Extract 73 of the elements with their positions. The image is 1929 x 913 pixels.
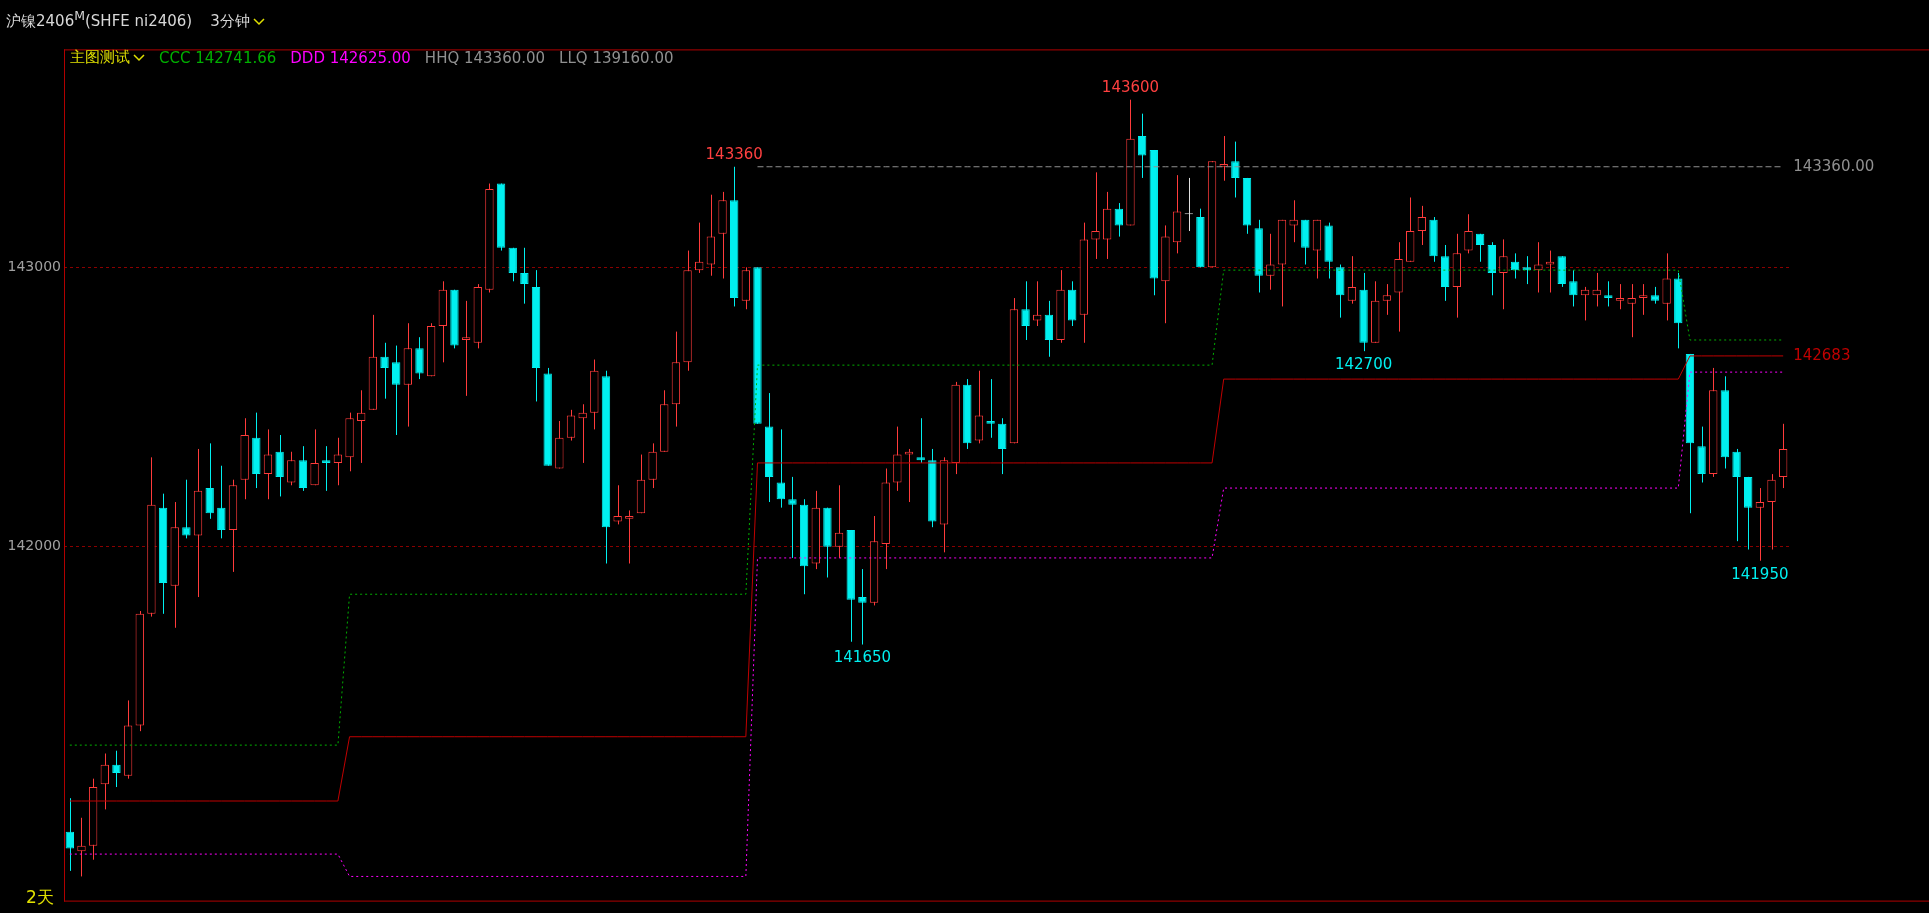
candlestick	[1266, 233, 1275, 291]
candlestick	[205, 442, 214, 520]
candlestick	[310, 428, 319, 486]
text: CCC 142741.66	[159, 48, 277, 67]
candlestick	[1615, 283, 1625, 310]
candlestick	[1464, 213, 1473, 254]
candlestick	[520, 247, 529, 305]
candlestick	[1522, 255, 1531, 285]
candlestick	[1289, 199, 1298, 243]
candlestick	[776, 428, 785, 509]
candlestick	[415, 336, 424, 380]
candlestick	[1755, 487, 1765, 562]
candlestick	[508, 247, 517, 282]
candlestick	[858, 568, 867, 646]
candlestick	[1044, 300, 1054, 358]
candlestick	[625, 509, 634, 565]
candlestick	[916, 417, 925, 464]
candlestick	[1592, 272, 1601, 307]
candlestick	[1639, 283, 1648, 316]
candlestick	[1382, 283, 1392, 316]
candlestick	[112, 750, 121, 788]
data-label: 142683	[1793, 345, 1851, 364]
chart-subtitle: 3分钟	[210, 12, 250, 30]
candlestick	[65, 797, 75, 872]
candlestick	[998, 417, 1007, 475]
candlestick	[1604, 280, 1613, 307]
candlestick	[1231, 141, 1240, 198]
text: HHQ 143360.00	[424, 48, 546, 67]
candlestick	[322, 445, 331, 492]
annotation: 141650	[833, 648, 892, 667]
candlestick	[1627, 283, 1636, 338]
chart-title: 沪镍2406$^{M}$(SHFE ni2406)	[6, 8, 193, 30]
candlestick	[1569, 269, 1578, 307]
annotation: 142700	[1334, 355, 1393, 374]
candlestick	[263, 428, 273, 500]
candlestick	[217, 465, 226, 539]
candlestick	[1662, 252, 1671, 321]
candlestick	[1534, 241, 1543, 293]
candlestick	[287, 451, 296, 486]
annotation: 141950	[1731, 564, 1789, 583]
data-label: 143360.00	[1793, 156, 1875, 175]
candlestick	[578, 403, 587, 464]
candlestick	[77, 817, 86, 877]
candlestick	[461, 300, 471, 397]
candlestick	[1219, 135, 1228, 182]
candlestick	[566, 409, 576, 442]
candlestick	[1475, 233, 1485, 263]
text: DDD 142625.00	[290, 48, 411, 67]
candlestick	[391, 345, 401, 436]
legend-title: 主图测试	[70, 48, 131, 67]
y-tick-label: 142000	[7, 537, 61, 554]
candlestick	[834, 484, 844, 559]
candlestick	[100, 753, 109, 810]
candlestick	[275, 434, 284, 497]
candlestick	[1732, 448, 1741, 542]
annotation: 143600	[1101, 77, 1160, 96]
candlestick	[1091, 171, 1100, 260]
candlestick	[1767, 473, 1776, 551]
candlestick	[1545, 250, 1555, 293]
candlestick	[1499, 238, 1508, 310]
candlestick	[986, 378, 995, 439]
candlestick	[182, 479, 191, 539]
text: 2天	[26, 886, 54, 909]
candlestick	[1021, 280, 1030, 341]
y-tick-label: 143000	[7, 257, 61, 274]
candlestick	[974, 370, 984, 444]
candlestick	[788, 476, 797, 559]
candlestick	[613, 484, 622, 525]
annotation: LLQ 139160.00	[559, 48, 674, 67]
candlestick	[380, 342, 389, 400]
candlestick	[1137, 113, 1147, 179]
candlestick	[904, 448, 914, 503]
annotation: 143360	[705, 144, 763, 163]
